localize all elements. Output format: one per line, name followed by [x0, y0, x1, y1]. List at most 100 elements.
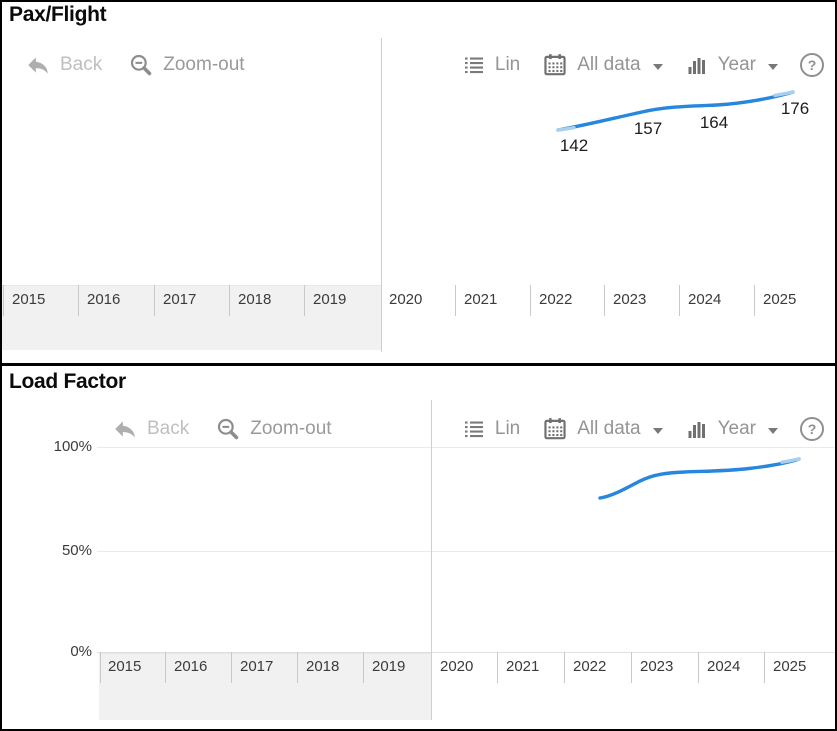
- x-label-2019: 2019: [313, 291, 347, 308]
- year-label: Year: [717, 54, 756, 75]
- axis-tick: [754, 285, 755, 316]
- bar-chart-icon: [688, 58, 705, 74]
- chevron-down-icon: [768, 427, 778, 434]
- axis-tick: [631, 652, 632, 683]
- x-label-2025: 2025: [773, 658, 807, 675]
- zoom-out-label: Zoom-out: [163, 54, 245, 75]
- help-label: ?: [807, 421, 817, 437]
- chart-toolbar-left: Back Zoom-out: [112, 413, 332, 445]
- data-label-2023: 157: [633, 119, 663, 138]
- list-icon: [464, 421, 483, 438]
- x-label-2015: 2015: [12, 291, 46, 308]
- x-label-2015: 2015: [108, 658, 142, 675]
- x-label-2022: 2022: [539, 291, 573, 308]
- lin-scale-button[interactable]: Lin: [462, 417, 520, 441]
- data-label-2025: 176: [780, 99, 810, 118]
- load-factor-panel: Load Factor Back Zoom-out: [2, 366, 835, 729]
- x-label-2024: 2024: [707, 658, 741, 675]
- history-forecast-divider: [431, 400, 432, 720]
- axis-tick: [679, 285, 680, 316]
- axis-tick: [304, 285, 305, 316]
- axis-tick: [165, 652, 166, 683]
- year-granularity-dropdown[interactable]: Year: [685, 53, 778, 77]
- page-title: Pax/Flight: [9, 3, 107, 26]
- x-label-2023: 2023: [613, 291, 647, 308]
- back-label: Back: [60, 54, 103, 75]
- axis-tick: [363, 652, 364, 683]
- back-button[interactable]: Back: [25, 52, 102, 78]
- x-label-2018: 2018: [306, 658, 340, 675]
- axis-tick: [231, 652, 232, 683]
- x-label-2021: 2021: [506, 658, 540, 675]
- axis-tick: [497, 652, 498, 683]
- x-label-2017: 2017: [240, 658, 274, 675]
- axis-tick: [698, 652, 699, 683]
- lin-scale-button[interactable]: Lin: [462, 53, 520, 77]
- data-label-2022: 142: [559, 136, 589, 155]
- chevron-down-icon: [768, 63, 778, 70]
- x-label-2020: 2020: [389, 291, 423, 308]
- zoom-out-button[interactable]: Zoom-out: [128, 52, 245, 78]
- back-label: Back: [147, 418, 190, 439]
- x-label-2023: 2023: [640, 658, 674, 675]
- y-label-50: 50%: [61, 542, 92, 559]
- chart-toolbar-right: Lin All data: [462, 413, 824, 445]
- zoom-out-icon: [218, 418, 239, 440]
- year-label: Year: [717, 418, 756, 439]
- x-label-2020: 2020: [440, 658, 474, 675]
- calendar-icon: [544, 54, 566, 76]
- bar-chart-icon: [688, 422, 705, 438]
- axis-tick: [78, 285, 79, 316]
- axis-tick: [3, 285, 4, 316]
- back-button[interactable]: Back: [112, 416, 189, 442]
- x-label-2024: 2024: [688, 291, 722, 308]
- data-label-2024: 164: [699, 113, 729, 132]
- chart-toolbar-left: Back Zoom-out: [25, 49, 245, 81]
- zoom-out-icon: [131, 54, 152, 76]
- axis-tick: [604, 285, 605, 316]
- help-label: ?: [807, 57, 817, 73]
- chevron-down-icon: [652, 427, 663, 434]
- back-icon: [115, 421, 135, 438]
- x-label-2025: 2025: [763, 291, 797, 308]
- zoom-out-label: Zoom-out: [250, 418, 332, 439]
- x-label-2018: 2018: [238, 291, 272, 308]
- zoom-out-button[interactable]: Zoom-out: [215, 416, 332, 442]
- chevron-down-icon: [652, 63, 663, 70]
- axis-tick: [154, 285, 155, 316]
- all-data-label: All data: [577, 418, 641, 439]
- axis-tick: [530, 285, 531, 316]
- x-label-2016: 2016: [174, 658, 208, 675]
- pax-flight-panel: Pax/Flight Back Zoom-out: [2, 2, 835, 363]
- lin-label: Lin: [494, 54, 521, 75]
- help-button[interactable]: ?: [800, 417, 824, 441]
- gridline-50pct: [97, 551, 835, 552]
- year-granularity-dropdown[interactable]: Year: [685, 417, 778, 441]
- back-icon: [28, 57, 48, 74]
- gridline-100pct: [97, 447, 835, 448]
- y-label-0: 0%: [70, 643, 92, 660]
- axis-tick: [100, 652, 101, 683]
- axis-tick: [297, 652, 298, 683]
- lin-label: Lin: [494, 418, 521, 439]
- history-shaded-band: [99, 653, 431, 720]
- x-label-2019: 2019: [372, 658, 406, 675]
- page-title: Load Factor: [9, 370, 126, 393]
- axis-tick: [455, 285, 456, 316]
- help-button[interactable]: ?: [800, 53, 824, 77]
- all-data-dropdown[interactable]: All data: [542, 416, 663, 442]
- x-label-2017: 2017: [163, 291, 197, 308]
- axis-tick: [764, 652, 765, 683]
- chart-toolbar-right: Lin All data: [462, 49, 824, 81]
- x-label-2016: 2016: [87, 291, 121, 308]
- axis-tick: [564, 652, 565, 683]
- history-forecast-divider: [381, 38, 382, 352]
- y-label-100: 100%: [53, 438, 92, 455]
- history-shaded-band: [2, 285, 381, 350]
- x-label-2022: 2022: [573, 658, 607, 675]
- all-data-label: All data: [577, 54, 641, 75]
- list-icon: [464, 57, 483, 74]
- all-data-dropdown[interactable]: All data: [542, 52, 663, 78]
- x-label-2021: 2021: [464, 291, 498, 308]
